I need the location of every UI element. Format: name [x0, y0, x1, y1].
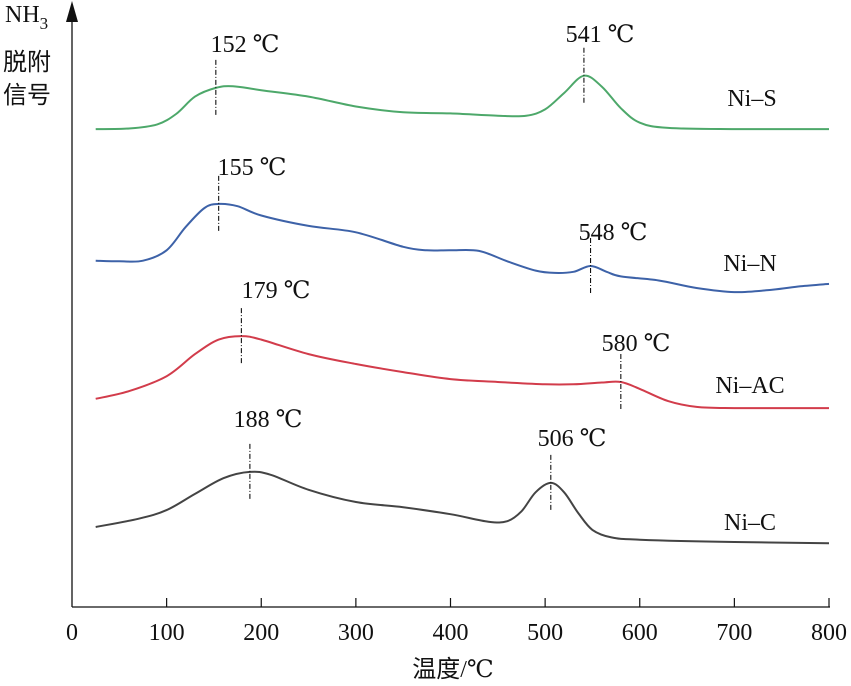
x-ticks: 0 100 200 300 400 500 600 700 800 — [66, 598, 847, 646]
y-label-subscript: 3 — [40, 14, 49, 33]
series-niac: 179 ℃ 580 ℃ Ni–AC — [95, 278, 830, 410]
series-nis: 152 ℃ 541 ℃ Ni–S — [95, 22, 830, 131]
x-tick-label: 200 — [243, 620, 279, 646]
peak-label: 506 ℃ — [538, 426, 607, 452]
x-tick-label: 700 — [716, 620, 752, 646]
peak-label: 188 ℃ — [234, 407, 303, 433]
y-label-nh: NH — [5, 2, 40, 28]
series-label: Ni–C — [724, 510, 776, 536]
peak-label: 155 ℃ — [218, 155, 287, 181]
peak-label: 152 ℃ — [211, 32, 280, 58]
x-tick-label: 100 — [149, 620, 185, 646]
series-nic: 188 ℃ 506 ℃ Ni–C — [95, 407, 830, 545]
series-label: Ni–AC — [715, 373, 784, 399]
axes — [66, 1, 830, 608]
x-tick-label: 600 — [622, 620, 658, 646]
x-tick-label: 300 — [338, 620, 374, 646]
y-axis-arrow-icon — [66, 1, 78, 22]
peak-label: 548 ℃ — [579, 220, 648, 246]
series-label: Ni–S — [727, 86, 776, 112]
x-tick-label: 400 — [433, 620, 469, 646]
x-tick-label: 500 — [527, 620, 563, 646]
x-axis-label: 温度/℃ — [412, 656, 494, 683]
x-tick-label: 800 — [811, 620, 847, 646]
series-line — [95, 470, 830, 545]
y-label-line3: 信号 — [3, 82, 51, 109]
peak-label: 580 ℃ — [602, 331, 671, 357]
y-label-line2: 脱附 — [3, 49, 51, 76]
series-line — [95, 335, 830, 410]
series-nin: 155 ℃ 548 ℃ Ni–N — [95, 155, 830, 294]
svg-text:NH3: NH3 — [5, 2, 48, 33]
series-line — [95, 74, 830, 131]
series-label: Ni–N — [723, 251, 776, 277]
peak-label: 541 ℃ — [566, 22, 635, 48]
series-group: 152 ℃ 541 ℃ Ni–S 155 ℃ 548 ℃ Ni–N 179 ℃ 580 ℃ Ni… — [95, 22, 830, 545]
peak-label: 179 ℃ — [242, 278, 311, 304]
x-tick-label: 0 — [66, 620, 78, 646]
y-axis-label: NH3 脱附 信号 — [3, 2, 51, 109]
series-line — [95, 202, 830, 294]
